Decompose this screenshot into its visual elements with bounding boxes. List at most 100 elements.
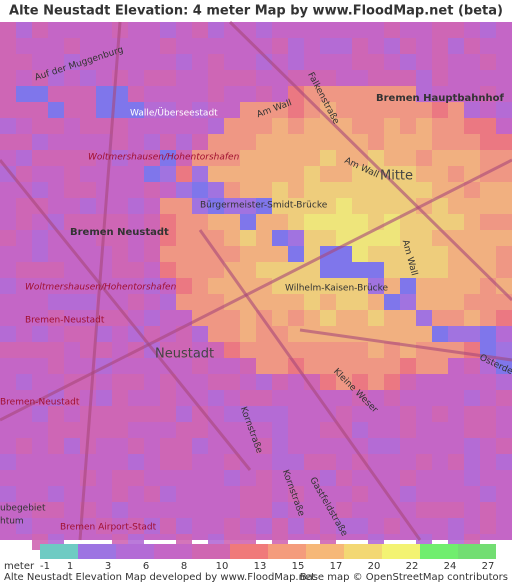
elevation-cell bbox=[480, 182, 496, 198]
road bbox=[78, 21, 122, 541]
elevation-cell bbox=[288, 326, 304, 342]
elevation-cell bbox=[112, 390, 128, 406]
elevation-cell bbox=[368, 86, 384, 102]
elevation-cell bbox=[448, 310, 464, 326]
elevation-cell bbox=[16, 102, 32, 118]
elevation-cell bbox=[96, 390, 112, 406]
elevation-cell bbox=[64, 102, 80, 118]
elevation-cell bbox=[400, 278, 416, 294]
elevation-cell bbox=[272, 278, 288, 294]
elevation-cell bbox=[208, 390, 224, 406]
elevation-cell bbox=[208, 134, 224, 150]
elevation-cell bbox=[336, 310, 352, 326]
elevation-cell bbox=[368, 102, 384, 118]
elevation-cell bbox=[384, 278, 400, 294]
elevation-cell bbox=[224, 198, 240, 214]
elevation-cell bbox=[96, 342, 112, 358]
elevation-cell bbox=[256, 342, 272, 358]
elevation-cell bbox=[336, 294, 352, 310]
elevation-cell bbox=[192, 246, 208, 262]
elevation-cell bbox=[368, 150, 384, 166]
elevation-cell bbox=[192, 294, 208, 310]
elevation-cell bbox=[128, 86, 144, 102]
elevation-cell bbox=[64, 422, 80, 438]
elevation-cell bbox=[128, 294, 144, 310]
elevation-cell bbox=[304, 342, 320, 358]
elevation-cell bbox=[464, 406, 480, 422]
elevation-cell bbox=[240, 310, 256, 326]
elevation-cell bbox=[192, 182, 208, 198]
road bbox=[198, 229, 422, 541]
elevation-cell bbox=[160, 406, 176, 422]
elevation-cell bbox=[464, 422, 480, 438]
elevation-cell bbox=[0, 326, 16, 342]
elevation-cell bbox=[48, 262, 64, 278]
elevation-cell bbox=[176, 230, 192, 246]
elevation-cell bbox=[208, 54, 224, 70]
elevation-cell bbox=[400, 358, 416, 374]
elevation-cell bbox=[352, 486, 368, 502]
elevation-cell bbox=[272, 134, 288, 150]
elevation-cell bbox=[464, 470, 480, 486]
elevation-cell bbox=[128, 374, 144, 390]
elevation-cell bbox=[480, 358, 496, 374]
elevation-cell bbox=[304, 262, 320, 278]
elevation-cell bbox=[208, 262, 224, 278]
elevation-cell bbox=[464, 358, 480, 374]
elevation-cell bbox=[416, 502, 432, 518]
elevation-cell bbox=[240, 118, 256, 134]
elevation-cell bbox=[320, 278, 336, 294]
elevation-cell bbox=[432, 262, 448, 278]
elevation-cell bbox=[272, 166, 288, 182]
elevation-cell bbox=[144, 246, 160, 262]
elevation-cell bbox=[336, 262, 352, 278]
elevation-cell bbox=[336, 38, 352, 54]
elevation-cell bbox=[416, 214, 432, 230]
elevation-cell bbox=[240, 406, 256, 422]
elevation-cell bbox=[480, 422, 496, 438]
elevation-cell bbox=[496, 214, 512, 230]
elevation-cell bbox=[480, 22, 496, 38]
elevation-cell bbox=[400, 374, 416, 390]
elevation-cell bbox=[240, 230, 256, 246]
elevation-cell bbox=[256, 150, 272, 166]
elevation-cell bbox=[80, 86, 96, 102]
legend-swatch bbox=[154, 544, 192, 559]
legend-tick-label: 27 bbox=[482, 561, 495, 572]
elevation-cell bbox=[304, 374, 320, 390]
elevation-cell bbox=[352, 102, 368, 118]
elevation-cell bbox=[448, 278, 464, 294]
elevation-cell bbox=[368, 438, 384, 454]
elevation-cell bbox=[144, 70, 160, 86]
elevation-cell bbox=[48, 406, 64, 422]
elevation-cell bbox=[240, 294, 256, 310]
legend-swatch bbox=[344, 544, 382, 559]
elevation-cell bbox=[464, 134, 480, 150]
elevation-cell bbox=[240, 182, 256, 198]
elevation-cell bbox=[0, 118, 16, 134]
elevation-cell bbox=[480, 214, 496, 230]
elevation-cell bbox=[48, 86, 64, 102]
elevation-cell bbox=[208, 294, 224, 310]
elevation-cell bbox=[368, 342, 384, 358]
elevation-cell bbox=[352, 134, 368, 150]
elevation-cell bbox=[48, 358, 64, 374]
elevation-cell bbox=[352, 166, 368, 182]
elevation-cell bbox=[288, 182, 304, 198]
elevation-cell bbox=[448, 518, 464, 534]
legend-tick-label: 20 bbox=[368, 561, 381, 572]
elevation-cell bbox=[256, 502, 272, 518]
elevation-cell bbox=[256, 230, 272, 246]
elevation-cell bbox=[112, 262, 128, 278]
elevation-cell bbox=[208, 326, 224, 342]
elevation-cell bbox=[480, 230, 496, 246]
elevation-cell bbox=[272, 230, 288, 246]
elevation-cell bbox=[480, 294, 496, 310]
elevation-cell bbox=[384, 38, 400, 54]
elevation-cell bbox=[160, 102, 176, 118]
elevation-cell bbox=[64, 86, 80, 102]
elevation-cell bbox=[80, 470, 96, 486]
elevation-cell bbox=[256, 518, 272, 534]
elevation-cell bbox=[208, 22, 224, 38]
elevation-cell bbox=[144, 310, 160, 326]
